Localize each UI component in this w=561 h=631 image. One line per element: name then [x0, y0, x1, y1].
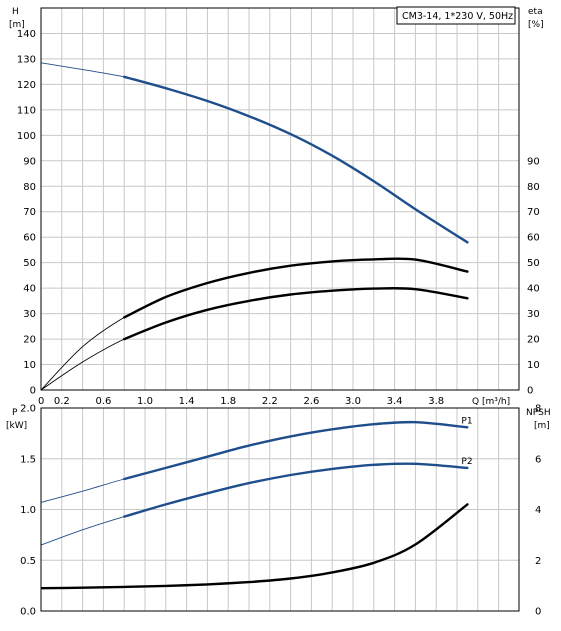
eta-axis-ticks: 0 10 20 30 40 50 60 70 80 90 — [527, 156, 540, 396]
top-curves — [41, 62, 469, 390]
eta-tick-label: 60 — [527, 233, 540, 244]
head-tick-label: 80 — [23, 182, 36, 193]
npsh-tick-label: 0 — [535, 607, 541, 618]
p2-power-label: P2 — [461, 457, 472, 467]
eta-tick-label: 30 — [527, 309, 540, 320]
power-axis-unit: [kW] — [6, 421, 27, 431]
eta-tick-label: 40 — [527, 284, 540, 295]
legend-box — [396, 6, 516, 25]
npsh-curve — [41, 503, 469, 590]
p1-power-label: P1 — [461, 416, 472, 426]
flow-tick-label: 3.0 — [345, 396, 361, 407]
head-tick-label: 120 — [17, 80, 36, 91]
eta-total-curve — [123, 286, 469, 341]
flow-tick-label: 0.2 — [54, 396, 70, 407]
head-tick-label: 30 — [23, 309, 36, 320]
head-axis-label: H — [12, 7, 19, 17]
power-axis-label: P — [12, 408, 18, 418]
flow-tick-label: 2.2 — [262, 396, 278, 407]
head-tick-label: 50 — [23, 258, 36, 269]
flow-tick-label: 0.6 — [95, 396, 111, 407]
eta-axis-label: eta — [528, 7, 543, 17]
power-tick-label: 1.5 — [20, 454, 36, 465]
eta-tick-label: 50 — [527, 258, 540, 269]
flow-tick-label: 0 — [38, 396, 44, 407]
head-curve — [123, 75, 469, 244]
head-tick-label: 10 — [23, 360, 36, 371]
eta-tick-label: 20 — [527, 335, 540, 346]
head-tick-label: 20 — [23, 335, 36, 346]
power-tick-label: 2.0 — [20, 404, 36, 415]
power-axis-ticks: 0.0 0.5 1.0 1.5 2.0 — [20, 404, 36, 618]
head-tick-label: 40 — [23, 284, 36, 295]
bottom-curves — [41, 420, 469, 590]
eta-tick-label: 80 — [527, 182, 540, 193]
flow-tick-label: 1.8 — [220, 396, 236, 407]
flow-axis-label: Q — [472, 397, 479, 407]
flow-tick-label: 3.8 — [428, 396, 444, 407]
power-tick-label: 0.5 — [20, 556, 36, 567]
power-tick-label: 0.0 — [20, 607, 36, 618]
legend-text: CM3-14, 1*230 V, 50Hz — [402, 11, 513, 22]
head-axis-unit: [m] — [9, 20, 25, 30]
curve-legend: CM3-14, 1*230 V, 50Hz — [396, 6, 516, 25]
eta-tick-label: 70 — [527, 207, 540, 218]
bottom-plot-frame — [40, 407, 520, 612]
npsh-tick-label: 2 — [535, 556, 541, 567]
head-tick-label: 140 — [17, 29, 36, 40]
power-series-labels: P1 P2 — [461, 416, 472, 467]
head-tick-label: 70 — [23, 207, 36, 218]
head-tick-label: 0 — [30, 386, 36, 397]
eta-tick-label: 90 — [527, 156, 540, 167]
flow-tick-label: 3.4 — [387, 396, 403, 407]
eta-tick-label: 0 — [527, 386, 533, 397]
flow-tick-label: 1.0 — [137, 396, 153, 407]
top-plot-frame — [40, 7, 520, 391]
top-grid — [41, 8, 519, 390]
head-tick-label: 130 — [17, 54, 36, 65]
power-tick-label: 1.0 — [20, 505, 36, 516]
npsh-axis-unit: [m] — [534, 421, 550, 431]
npsh-axis-label: NPSH — [526, 408, 551, 418]
power-npsh-panel: 0.0 0.5 1.0 1.5 2.0 0 2 4 6 8 P [kW] NPSH [m] P1… — [6, 404, 551, 618]
npsh-tick-label: 4 — [535, 505, 541, 516]
flow-tick-label: 2.6 — [303, 396, 319, 407]
head-tick-label: 60 — [23, 233, 36, 244]
head-tick-label: 90 — [23, 156, 36, 167]
flow-tick-label: 1.4 — [179, 396, 195, 407]
flow-axis-unit: [m³/h] — [482, 397, 510, 407]
eta-tick-label: 10 — [527, 360, 540, 371]
head-tick-label: 100 — [17, 131, 36, 142]
eta-pump-curve — [123, 257, 469, 319]
npsh-tick-label: 6 — [535, 454, 541, 465]
head-axis-ticks: 0 10 20 30 40 50 60 70 80 90 100 110 120 130 140 — [17, 29, 36, 397]
p1-power-curve — [123, 420, 469, 481]
bottom-grid — [41, 407, 519, 611]
npsh-axis-ticks: 0 2 4 6 8 — [535, 404, 541, 618]
npsh-tick-label: 8 — [535, 404, 541, 415]
p2-power-curve — [123, 462, 469, 518]
head-tick-label: 110 — [17, 105, 36, 116]
eta-axis-unit: [%] — [528, 20, 544, 30]
head-efficiency-panel: 0 10 20 30 40 50 60 70 80 90 100 110 120 130 140 0 10 20… — [9, 6, 544, 407]
flow-axis-ticks: 0 0.2 0.6 1.0 1.4 1.8 2.2 2.6 3.0 3.4 3.8 — [38, 396, 444, 407]
